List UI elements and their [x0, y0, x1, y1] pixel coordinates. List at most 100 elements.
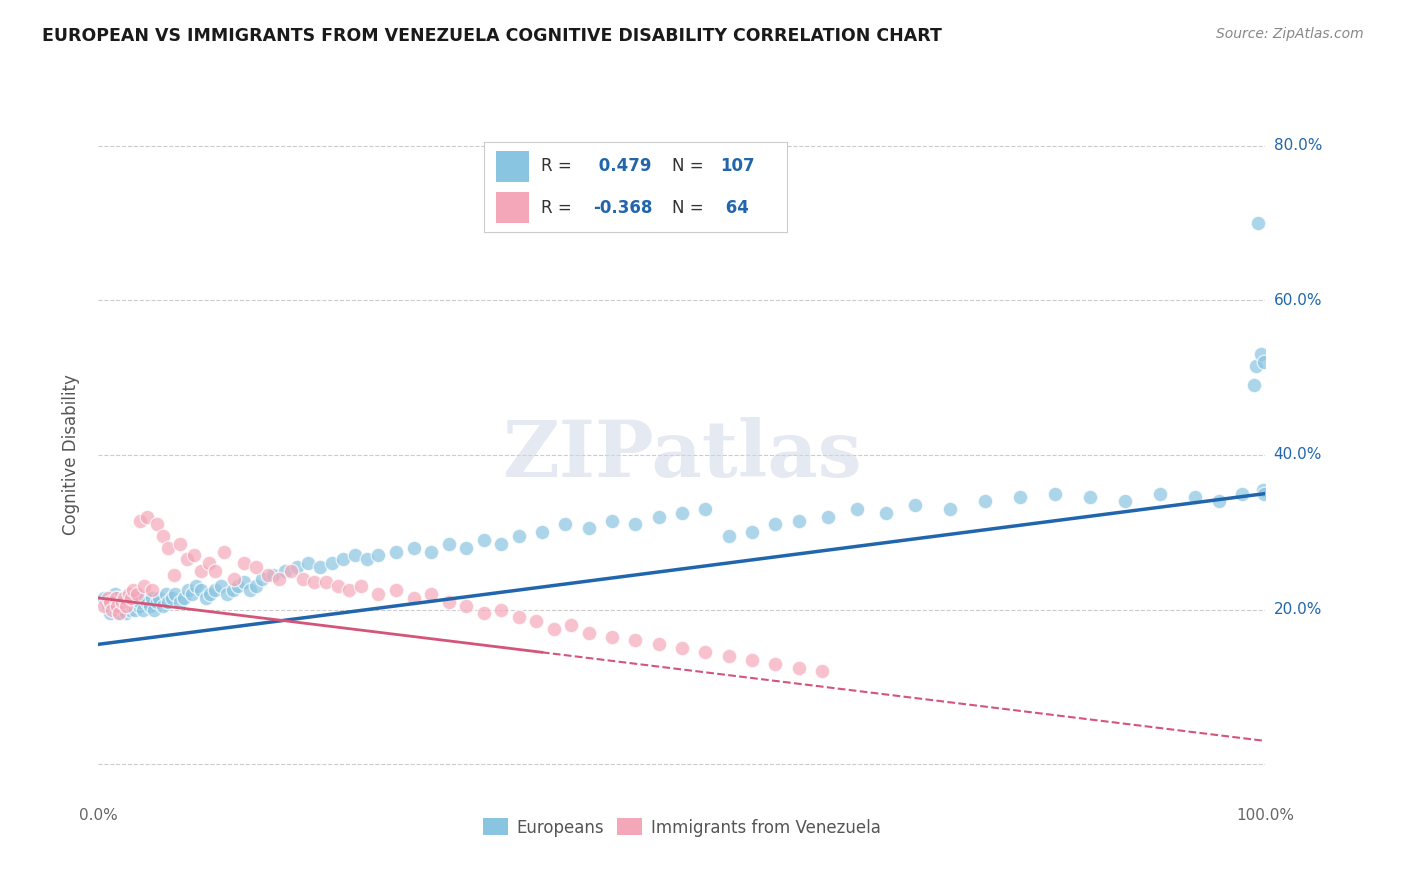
Point: [115, 607, 138, 621]
Point: [344, 549, 367, 563]
Point: [157, 595, 180, 609]
Point: [112, 602, 135, 616]
Point: [420, 544, 443, 558]
Point: [98, 607, 121, 621]
Point: [101, 602, 124, 616]
Point: [1230, 486, 1253, 500]
Point: [402, 541, 425, 555]
Point: [554, 517, 576, 532]
Point: [104, 602, 127, 616]
Text: EUROPEAN VS IMMIGRANTS FROM VENEZUELA COGNITIVE DISABILITY CORRELATION CHART: EUROPEAN VS IMMIGRANTS FROM VENEZUELA CO…: [42, 27, 942, 45]
Point: [115, 599, 138, 613]
Point: [186, 579, 208, 593]
Point: [169, 537, 191, 551]
Text: 40.0%: 40.0%: [1274, 448, 1322, 462]
Point: [695, 645, 717, 659]
Point: [337, 583, 360, 598]
Point: [104, 587, 127, 601]
Point: [309, 560, 332, 574]
Point: [180, 587, 202, 601]
Point: [105, 599, 128, 613]
Point: [117, 599, 139, 613]
Point: [173, 591, 195, 605]
Point: [136, 595, 159, 609]
Point: [560, 618, 582, 632]
Point: [125, 587, 148, 601]
Point: [214, 544, 236, 558]
Point: [125, 595, 148, 609]
Point: [111, 595, 134, 609]
Point: [291, 572, 314, 586]
Point: [111, 599, 134, 613]
Point: [1250, 347, 1272, 361]
Point: [472, 607, 495, 621]
Point: [120, 595, 142, 609]
Point: [93, 591, 115, 605]
Point: [148, 591, 170, 605]
Point: [121, 599, 143, 613]
Point: [671, 641, 693, 656]
Point: [420, 587, 443, 601]
Point: [200, 587, 222, 601]
Point: [875, 506, 897, 520]
Point: [97, 591, 120, 605]
Point: [1184, 491, 1206, 505]
Point: [120, 591, 142, 605]
Point: [163, 567, 186, 582]
Point: [122, 583, 145, 598]
Point: [157, 541, 180, 555]
Point: [315, 575, 337, 590]
Point: [125, 591, 148, 605]
Point: [1208, 494, 1230, 508]
Point: [165, 587, 187, 601]
Text: 60.0%: 60.0%: [1274, 293, 1322, 308]
Point: [169, 595, 191, 609]
Point: [221, 583, 243, 598]
Point: [671, 506, 693, 520]
Point: [787, 514, 810, 528]
Point: [647, 509, 669, 524]
Point: [817, 509, 839, 524]
Point: [717, 529, 740, 543]
Point: [146, 595, 169, 609]
Point: [141, 591, 163, 605]
Point: [647, 637, 669, 651]
Point: [132, 579, 155, 593]
Point: [245, 579, 267, 593]
Point: [152, 529, 174, 543]
Point: [1149, 486, 1171, 500]
Point: [141, 583, 163, 598]
Point: [624, 633, 647, 648]
Point: [228, 579, 250, 593]
Point: [176, 552, 198, 566]
Point: [356, 552, 378, 566]
Point: [939, 502, 962, 516]
Point: [489, 537, 512, 551]
Point: [160, 591, 183, 605]
Point: [256, 567, 278, 582]
Point: [198, 556, 221, 570]
Point: [190, 583, 212, 598]
Point: [763, 657, 786, 671]
Point: [402, 591, 425, 605]
Text: ZIPatlas: ZIPatlas: [502, 417, 862, 493]
Point: [233, 575, 256, 590]
Point: [1010, 491, 1032, 505]
Point: [524, 614, 547, 628]
Point: [367, 549, 389, 563]
Point: [132, 602, 155, 616]
Point: [101, 595, 124, 609]
Point: [600, 630, 623, 644]
Y-axis label: Cognitive Disability: Cognitive Disability: [62, 375, 80, 535]
Point: [741, 653, 763, 667]
Point: [110, 595, 132, 609]
Point: [1251, 483, 1274, 497]
Point: [285, 560, 308, 574]
Point: [183, 549, 205, 563]
Point: [846, 502, 869, 516]
Point: [763, 517, 786, 532]
Point: [146, 517, 169, 532]
Point: [104, 591, 127, 605]
Point: [1080, 491, 1102, 505]
Point: [105, 591, 128, 605]
